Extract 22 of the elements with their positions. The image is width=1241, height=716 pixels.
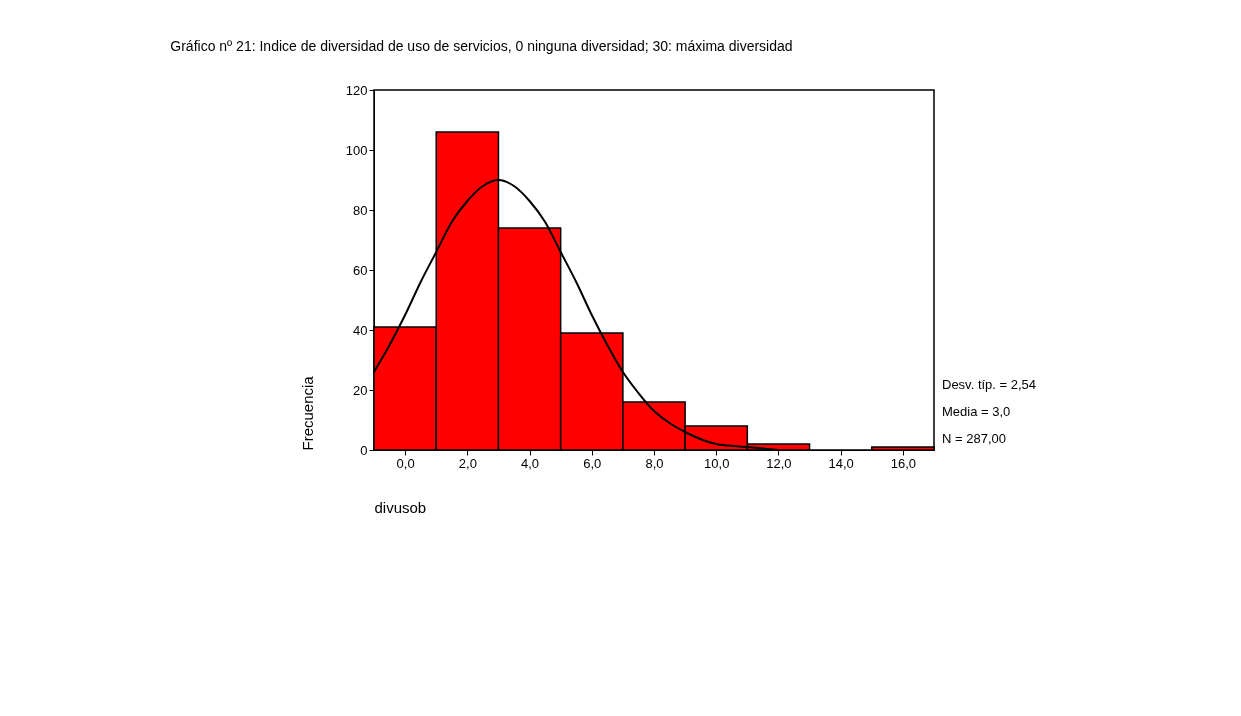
x-tick-label: 2,0 bbox=[458, 455, 477, 471]
y-tick-label: 40 bbox=[353, 322, 368, 338]
x-axis-title: divusob bbox=[374, 498, 427, 516]
x-tick-label: 10,0 bbox=[704, 455, 730, 471]
chart-title: Gráfico nº 21: Indice de diversidad de uso de servicios, 0 ninguna diversidad; 30: máxima diversidad bbox=[170, 38, 793, 54]
x-tick-label: 4,0 bbox=[521, 455, 540, 471]
y-tick-label: 120 bbox=[345, 82, 368, 98]
y-tick-label: 60 bbox=[353, 262, 368, 278]
x-tick-label: 0,0 bbox=[396, 455, 415, 471]
y-tick-label: 80 bbox=[353, 202, 368, 218]
y-tick-label: 100 bbox=[345, 142, 368, 158]
text: Media = 3,0 bbox=[942, 404, 1011, 419]
y-axis-title: Frecuencia bbox=[298, 375, 316, 451]
x-tick-label: 8,0 bbox=[645, 455, 664, 471]
x-tick-label: 16,0 bbox=[890, 455, 917, 471]
text: Desv. típ. = 2,54 bbox=[942, 377, 1037, 392]
text: N = 287,00 bbox=[942, 431, 1006, 446]
x-tick-label: 14,0 bbox=[828, 455, 854, 471]
x-tick-label: 6,0 bbox=[583, 455, 602, 471]
x-tick-label: 12,0 bbox=[766, 455, 792, 471]
y-tick-label: 0 bbox=[360, 442, 368, 458]
y-tick-label: 20 bbox=[353, 382, 368, 398]
